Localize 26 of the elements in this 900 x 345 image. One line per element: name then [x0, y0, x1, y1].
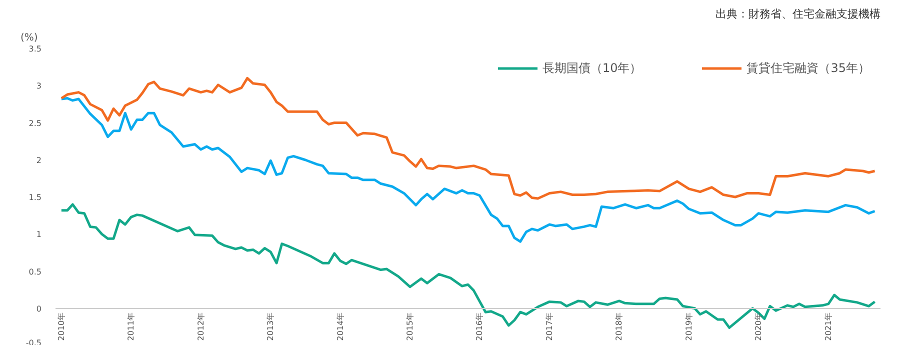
y-tick-label: 2	[36, 156, 42, 165]
y-tick-label: 2.5	[28, 118, 42, 128]
x-tick-label: 2012年	[196, 312, 206, 341]
line-series	[60, 96, 876, 243]
x-tick-label: 2010年	[56, 312, 66, 341]
y-axis-title: (%)	[20, 32, 38, 44]
x-tick-label: 2017年	[545, 312, 554, 341]
x-tick-label: 2021年	[824, 312, 833, 341]
y-tick-label: 0.5	[28, 267, 42, 276]
legend-label: 長期国債（10年）	[542, 60, 642, 76]
x-tick-label: 2015年	[405, 312, 414, 341]
y-tick-label: 3	[36, 82, 42, 91]
source-note: 出典：財務省、住宅金融支援機構	[716, 8, 880, 20]
x-tick-label: 2020年	[754, 312, 764, 341]
x-tick-label: 2018年	[614, 312, 624, 341]
y-tick-label: 1	[36, 230, 42, 240]
x-tick-label: 2011年	[126, 312, 136, 341]
line-series	[60, 76, 876, 200]
x-tick-label: 2014年	[336, 312, 345, 341]
y-tick-label: 3.5	[28, 44, 42, 54]
x-tick-label: 2013年	[266, 312, 276, 341]
y-tick-label: 1.5	[28, 193, 42, 202]
y-tick-label: 0	[36, 304, 42, 314]
x-tick-label: 2016年	[475, 312, 484, 341]
x-tick-label: 2019年	[684, 312, 694, 341]
legend-label: 賃貸住宅融資（35年）	[746, 60, 870, 76]
